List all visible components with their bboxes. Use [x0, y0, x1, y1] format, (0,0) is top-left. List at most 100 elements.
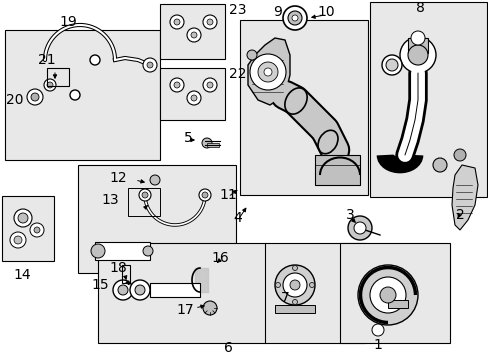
Circle shape — [113, 280, 133, 300]
Circle shape — [203, 78, 217, 92]
Circle shape — [70, 90, 80, 100]
Text: 9: 9 — [273, 5, 282, 19]
Circle shape — [186, 28, 201, 42]
Circle shape — [202, 138, 212, 148]
Circle shape — [399, 37, 435, 73]
Circle shape — [118, 285, 128, 295]
Bar — [369, 2, 486, 197]
Circle shape — [287, 11, 302, 25]
Circle shape — [174, 82, 180, 88]
Circle shape — [371, 324, 383, 336]
Circle shape — [292, 266, 297, 270]
Text: 3: 3 — [345, 208, 354, 222]
Bar — [122, 265, 130, 283]
Bar — [160, 68, 224, 120]
Circle shape — [357, 265, 417, 325]
Circle shape — [27, 89, 43, 105]
Circle shape — [453, 149, 465, 161]
Circle shape — [142, 246, 153, 256]
Bar — [274, 305, 314, 313]
Bar — [339, 243, 449, 343]
Bar — [206, 143, 219, 147]
Text: 6: 6 — [223, 341, 232, 355]
Bar — [160, 4, 224, 59]
Circle shape — [202, 192, 207, 198]
Circle shape — [130, 280, 150, 300]
Circle shape — [18, 213, 28, 223]
Circle shape — [191, 95, 197, 101]
Text: 1: 1 — [373, 338, 382, 352]
Bar — [240, 20, 367, 195]
Circle shape — [381, 55, 401, 75]
Circle shape — [174, 19, 180, 25]
Circle shape — [292, 300, 297, 305]
Text: 11: 11 — [219, 188, 236, 202]
Circle shape — [353, 222, 365, 234]
Circle shape — [44, 79, 56, 91]
Circle shape — [135, 285, 145, 295]
Circle shape — [90, 55, 100, 65]
Circle shape — [410, 31, 424, 45]
Bar — [150, 283, 200, 297]
Circle shape — [170, 78, 183, 92]
Circle shape — [191, 32, 197, 38]
Bar — [5, 30, 160, 160]
Bar — [314, 155, 359, 185]
Text: 13: 13 — [101, 193, 119, 207]
Circle shape — [206, 82, 213, 88]
Circle shape — [274, 265, 314, 305]
Text: 12: 12 — [109, 171, 126, 185]
Circle shape — [147, 62, 153, 68]
Circle shape — [283, 6, 306, 30]
Circle shape — [275, 283, 280, 288]
Circle shape — [142, 192, 148, 198]
Bar — [95, 242, 150, 260]
Circle shape — [309, 283, 314, 288]
Circle shape — [10, 232, 26, 248]
Circle shape — [186, 91, 201, 105]
Text: 14: 14 — [13, 268, 31, 282]
Circle shape — [47, 82, 53, 88]
Circle shape — [34, 227, 40, 233]
Circle shape — [258, 62, 278, 82]
Circle shape — [289, 280, 299, 290]
Circle shape — [385, 59, 397, 71]
Circle shape — [407, 45, 427, 65]
Circle shape — [91, 244, 105, 258]
Bar — [98, 243, 265, 343]
Text: 18: 18 — [109, 261, 126, 275]
Text: 17: 17 — [176, 303, 193, 317]
Circle shape — [14, 236, 22, 244]
Circle shape — [31, 93, 39, 101]
Circle shape — [283, 273, 306, 297]
Circle shape — [369, 277, 405, 313]
Text: 10: 10 — [317, 5, 334, 19]
Text: 8: 8 — [415, 1, 424, 15]
Text: 4: 4 — [233, 211, 242, 225]
Text: 22: 22 — [229, 67, 246, 81]
Polygon shape — [451, 165, 477, 230]
Text: 23: 23 — [229, 3, 246, 17]
Circle shape — [246, 50, 257, 60]
Circle shape — [14, 209, 32, 227]
Bar — [2, 196, 54, 261]
Bar — [387, 300, 407, 308]
Text: 15: 15 — [91, 278, 109, 292]
Bar — [264, 243, 364, 343]
Circle shape — [264, 68, 271, 76]
Text: 7: 7 — [280, 291, 289, 305]
Text: 19: 19 — [59, 15, 77, 29]
Circle shape — [203, 15, 217, 29]
Circle shape — [30, 223, 44, 237]
Text: 2: 2 — [455, 208, 464, 222]
Circle shape — [142, 58, 157, 72]
Text: 16: 16 — [211, 251, 228, 265]
Text: 20: 20 — [6, 93, 24, 107]
Circle shape — [432, 158, 446, 172]
Circle shape — [347, 216, 371, 240]
Bar — [407, 38, 427, 53]
Polygon shape — [247, 38, 289, 105]
Circle shape — [139, 189, 151, 201]
Circle shape — [150, 175, 160, 185]
Bar — [78, 165, 236, 273]
